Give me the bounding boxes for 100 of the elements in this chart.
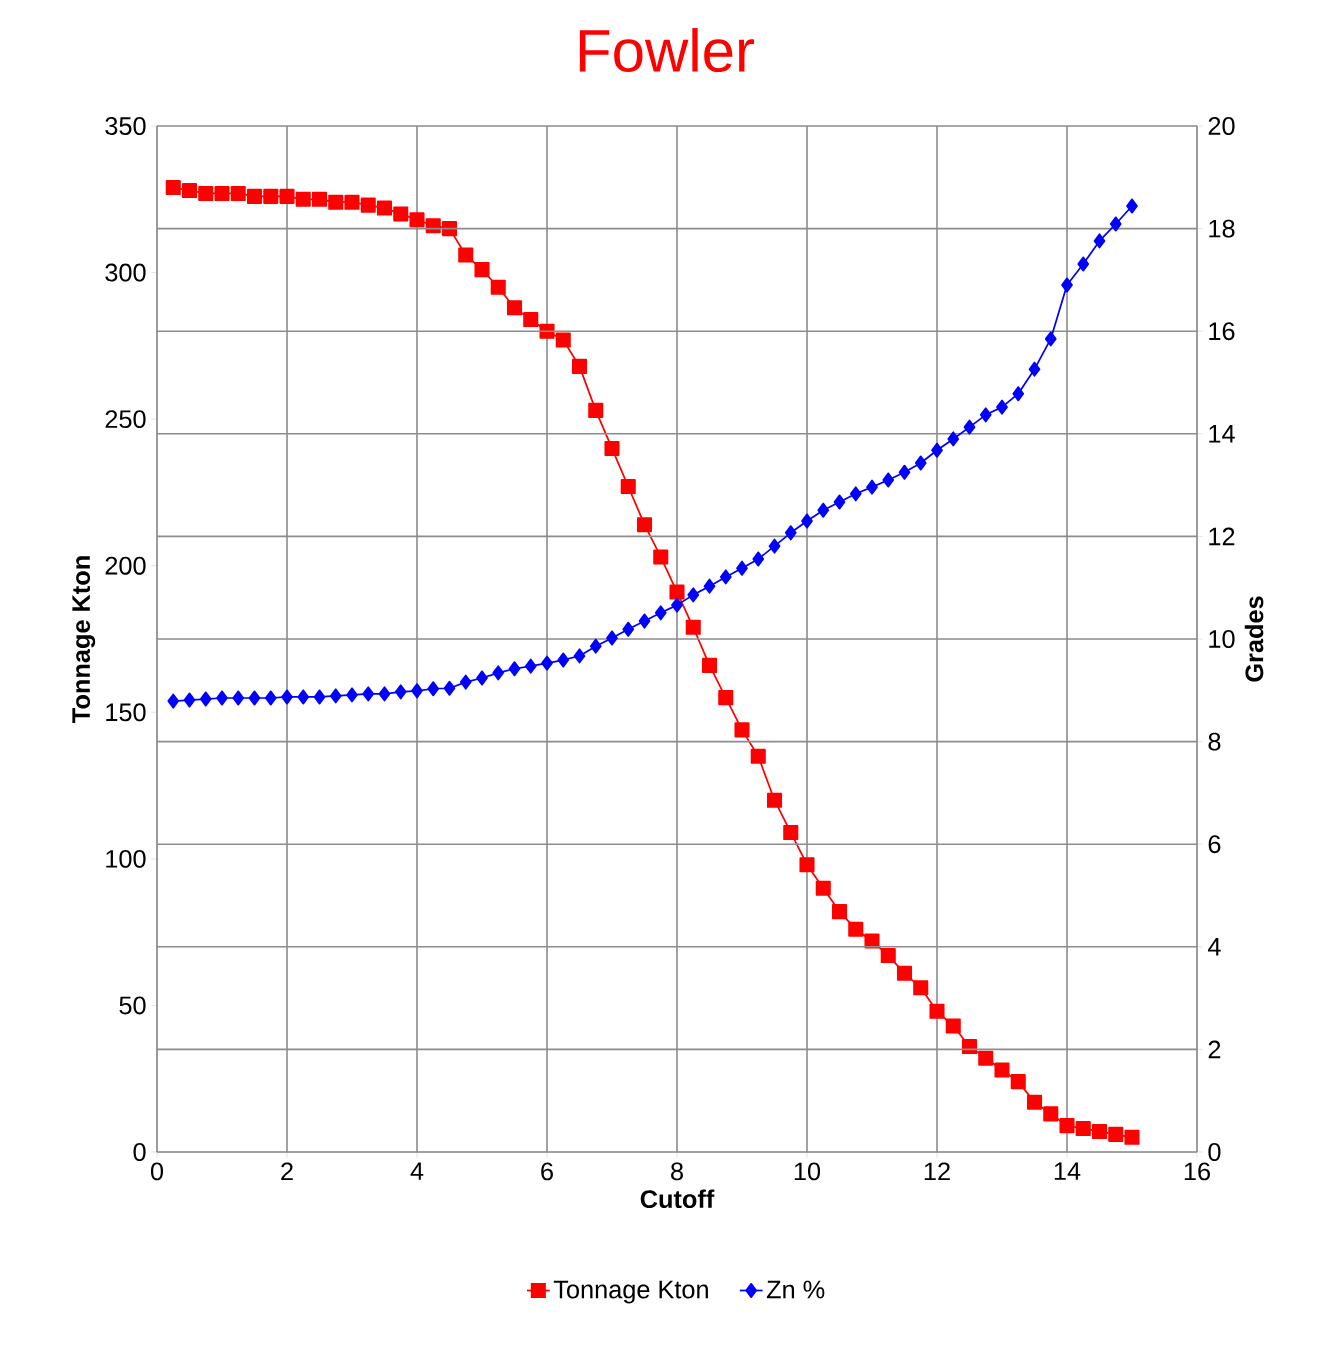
y-tick-label: 250 — [105, 410, 146, 429]
point — [994, 1062, 1010, 1078]
point — [896, 965, 913, 981]
point — [557, 652, 570, 668]
y2-tick-label: 2 — [1208, 1040, 1221, 1059]
point — [1126, 198, 1138, 214]
point — [490, 279, 506, 295]
point — [848, 921, 864, 937]
x-tick-label: 4 — [410, 1162, 424, 1180]
point — [573, 648, 586, 664]
point — [246, 188, 263, 204]
point — [165, 180, 181, 196]
x-tick-label: 14 — [1054, 1162, 1081, 1180]
point — [362, 686, 375, 702]
point — [636, 517, 653, 533]
point — [898, 464, 911, 480]
y-tick-label: 0 — [133, 1143, 146, 1161]
point — [295, 191, 311, 207]
y2-tick-label: 14 — [1209, 425, 1235, 443]
y2-tick-label: 16 — [1209, 322, 1235, 341]
point — [799, 857, 815, 873]
point — [815, 880, 831, 896]
point — [474, 262, 490, 278]
y2-tick-label: 20 — [1208, 117, 1235, 135]
point — [801, 513, 813, 529]
point — [766, 792, 783, 808]
point — [1043, 1106, 1059, 1122]
y2-axis-title: Grades — [1244, 596, 1264, 682]
point — [555, 332, 571, 348]
point — [703, 578, 716, 594]
point — [622, 621, 635, 637]
point — [313, 689, 326, 705]
y2-tick-label: 4 — [1207, 938, 1221, 956]
point — [1044, 331, 1057, 347]
point — [604, 440, 620, 456]
x-tick-label: 16 — [1184, 1162, 1210, 1181]
point — [864, 933, 880, 949]
point — [638, 613, 651, 629]
y-tick-label: 350 — [105, 117, 146, 135]
point — [198, 185, 214, 201]
point — [181, 182, 198, 199]
point — [394, 684, 407, 700]
point — [783, 824, 799, 841]
legend-label: Tonnage Kton — [553, 1280, 708, 1304]
point — [961, 1038, 978, 1054]
point — [784, 525, 797, 541]
y2-tick-label: 6 — [1208, 835, 1221, 854]
point — [311, 191, 328, 207]
point — [506, 300, 523, 316]
point — [849, 486, 862, 502]
point — [427, 681, 440, 697]
point — [360, 197, 376, 213]
point — [167, 693, 180, 709]
point — [606, 630, 618, 646]
point — [929, 1003, 945, 1019]
point — [1077, 256, 1090, 272]
point — [1108, 1126, 1124, 1142]
point — [248, 690, 261, 706]
point — [230, 185, 246, 201]
x-tick-label: 8 — [671, 1162, 683, 1181]
point — [1059, 1118, 1075, 1134]
point — [1124, 1129, 1140, 1145]
point — [687, 587, 700, 603]
x-tick-label: 6 — [541, 1162, 553, 1181]
point — [344, 194, 360, 210]
point — [183, 692, 196, 708]
x-tick-label: 0 — [150, 1162, 164, 1181]
point — [880, 948, 896, 964]
point — [571, 358, 588, 374]
point — [1075, 1121, 1091, 1137]
point — [589, 638, 602, 654]
point — [734, 722, 750, 738]
point — [701, 657, 718, 673]
point — [297, 689, 310, 705]
point — [996, 399, 1008, 415]
point — [817, 502, 830, 518]
point — [719, 569, 732, 585]
point — [947, 431, 960, 447]
point — [979, 407, 992, 423]
point — [329, 688, 342, 704]
point — [376, 200, 393, 216]
point — [346, 687, 358, 703]
point — [508, 661, 521, 677]
point — [1010, 1074, 1026, 1090]
y-tick-label: 300 — [105, 263, 146, 282]
point — [409, 212, 425, 228]
point — [736, 560, 748, 576]
point — [232, 690, 245, 706]
point — [963, 419, 976, 435]
point — [199, 691, 212, 707]
y2-tick-label: 12 — [1209, 527, 1235, 546]
x-axis-title: Cutoff — [640, 1189, 715, 1209]
point — [653, 549, 669, 565]
point — [425, 218, 441, 234]
point — [524, 658, 537, 674]
legend-label: Zn % — [766, 1280, 825, 1299]
y2-tick-label: 18 — [1209, 219, 1235, 238]
x-tick-label: 10 — [794, 1162, 821, 1181]
y-tick-label: 150 — [106, 703, 146, 722]
point — [1061, 277, 1073, 293]
